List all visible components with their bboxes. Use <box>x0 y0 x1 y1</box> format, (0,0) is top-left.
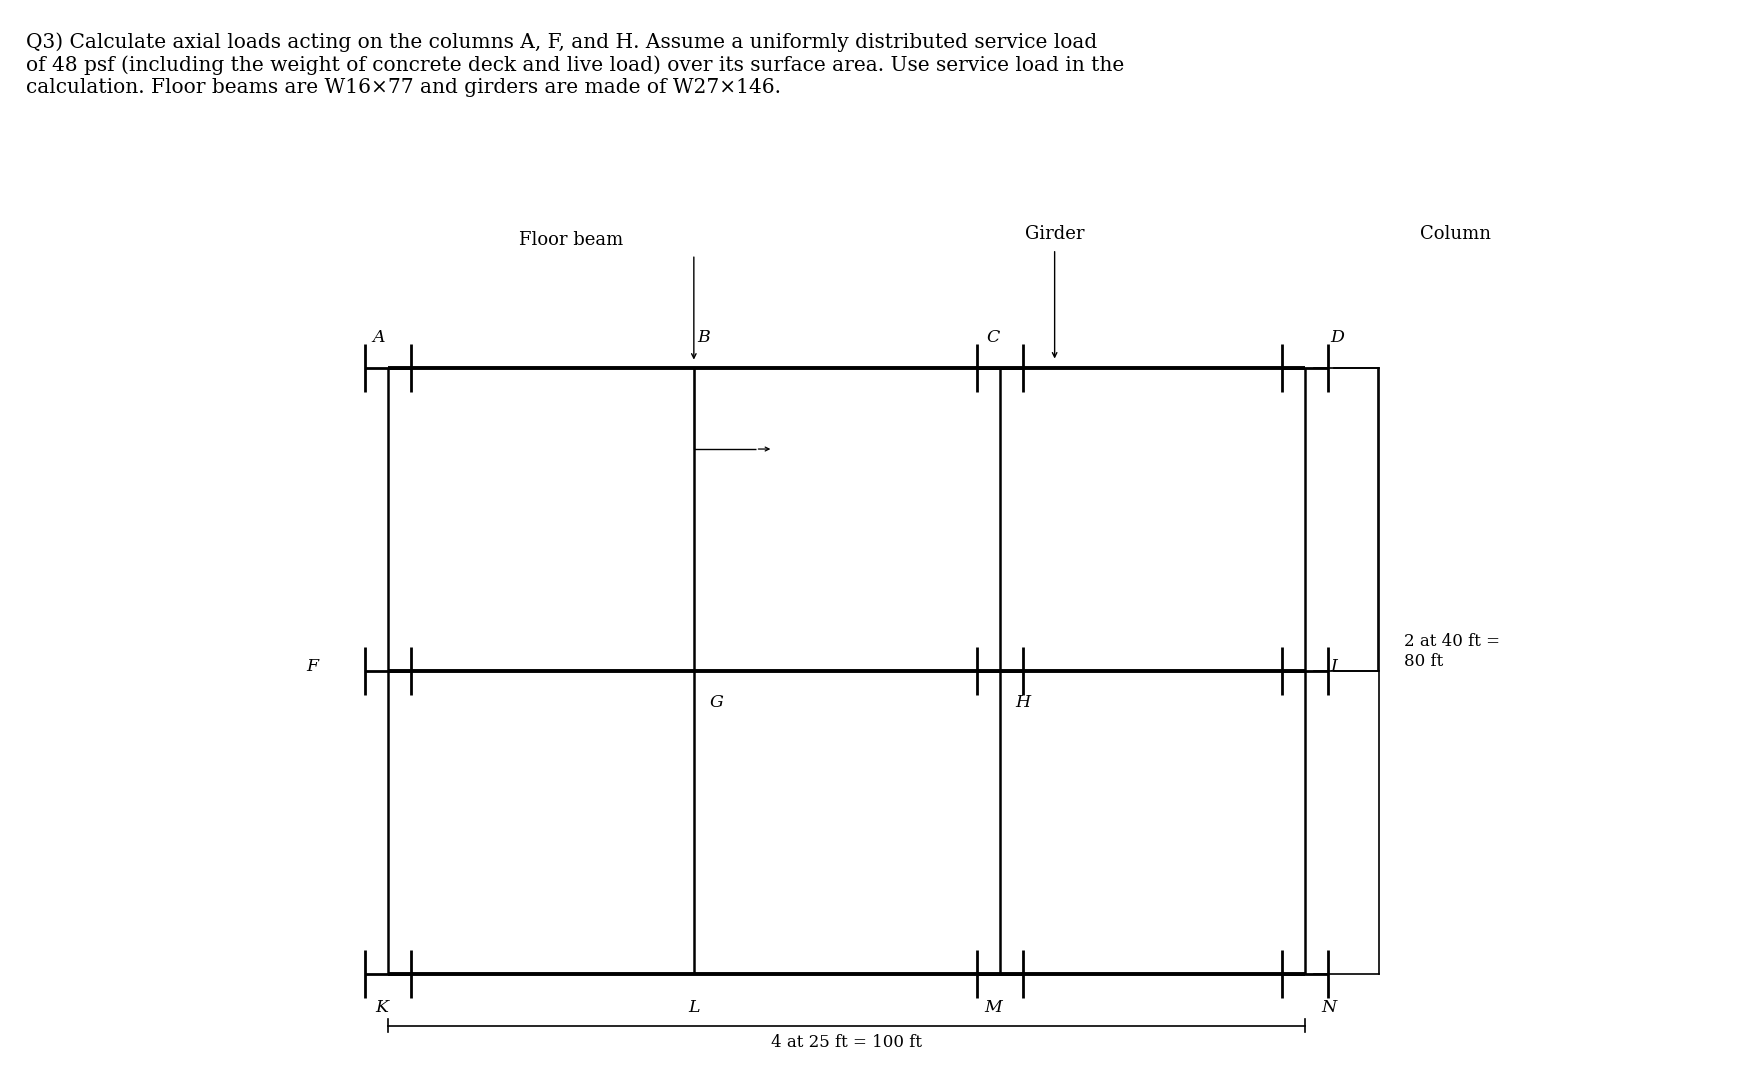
Text: I: I <box>1330 659 1337 675</box>
Text: C: C <box>986 329 1000 346</box>
Text: B: B <box>697 329 709 346</box>
Text: Column: Column <box>1420 225 1491 243</box>
Text: M: M <box>984 999 1002 1016</box>
Text: D: D <box>1330 329 1344 346</box>
Text: K: K <box>376 999 388 1016</box>
Text: 4 at 25 ft = 100 ft: 4 at 25 ft = 100 ft <box>771 1034 923 1052</box>
Text: 2 at 40 ft =
80 ft: 2 at 40 ft = 80 ft <box>1404 633 1499 670</box>
Text: L: L <box>688 999 700 1016</box>
Text: Girder: Girder <box>1025 225 1085 243</box>
Text: Floor beam: Floor beam <box>519 230 624 249</box>
Text: A: A <box>372 329 385 346</box>
Text: N: N <box>1321 999 1337 1016</box>
Text: H: H <box>1016 695 1030 711</box>
Text: Q3) Calculate axial loads acting on the columns A, F, and H. Assume a uniformly : Q3) Calculate axial loads acting on the … <box>26 32 1125 97</box>
Text: F: F <box>307 659 318 675</box>
Text: G: G <box>709 695 723 711</box>
